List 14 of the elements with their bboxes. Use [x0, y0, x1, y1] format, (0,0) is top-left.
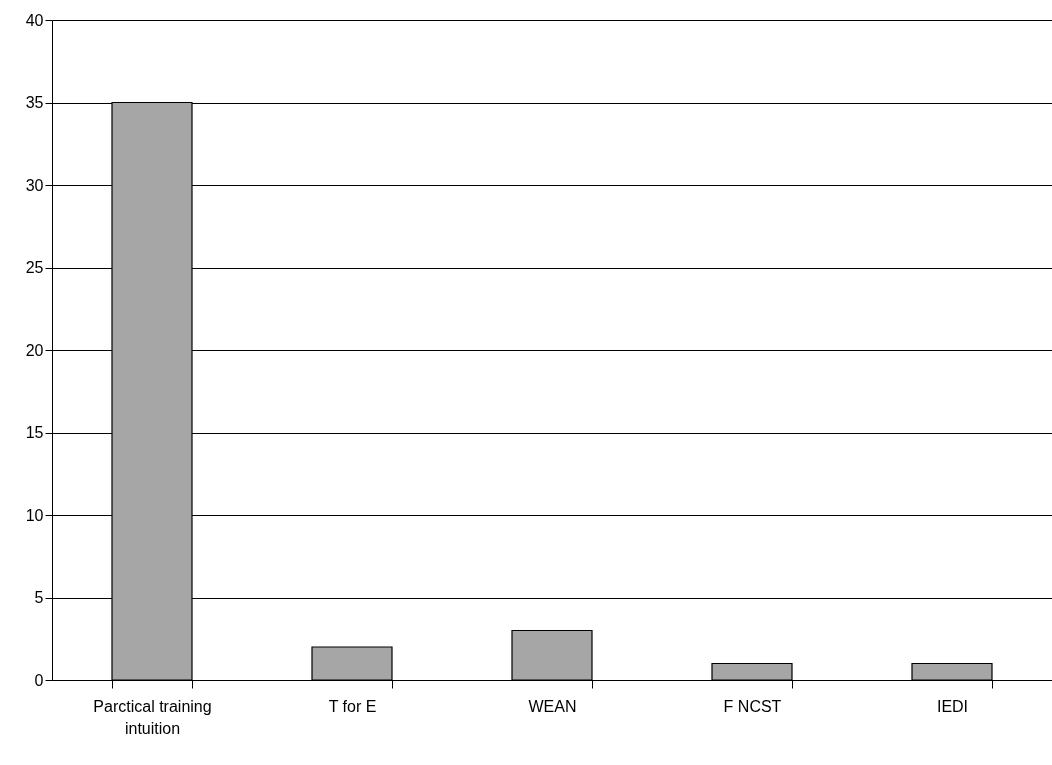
y-tick-label: 15 [25, 424, 44, 441]
y-tick-label: 35 [25, 94, 44, 111]
x-tick-label: IEDI [936, 697, 969, 715]
x-tick-label: F NCST [723, 697, 782, 715]
y-tick-label: 30 [25, 176, 44, 194]
y-tick-label: 10 [25, 506, 44, 524]
x-tick-label: T for E [328, 697, 377, 715]
x-tick-label: Parctical training intuition [93, 697, 212, 737]
y-tick-label: 0 [34, 671, 44, 689]
y-tick-label: 25 [25, 259, 44, 276]
x-tick-label: WEAN [528, 697, 577, 715]
y-tick-label: 5 [34, 589, 44, 606]
y-tick-label: 40 [25, 11, 44, 29]
y-tick-label: 20 [25, 341, 44, 359]
